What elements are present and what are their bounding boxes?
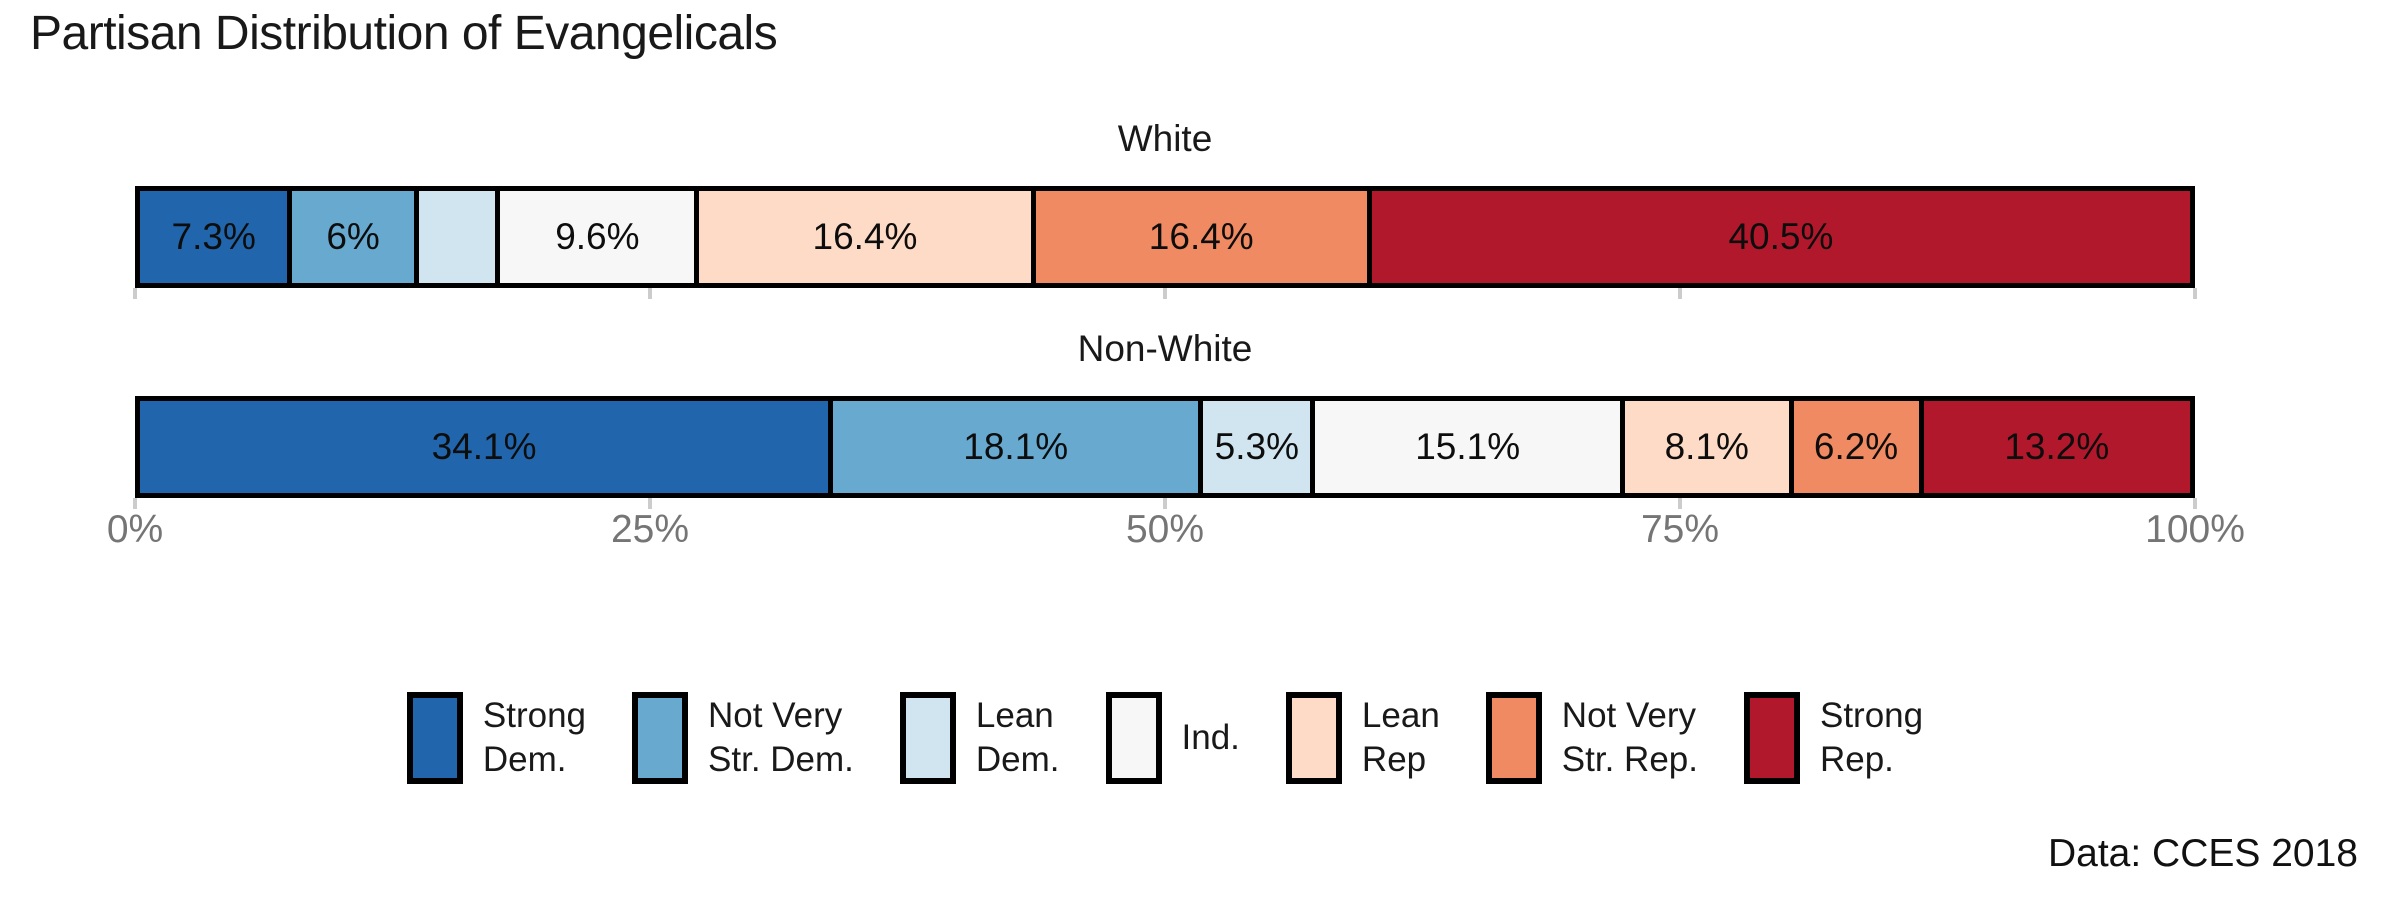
bar-segment-value-label: 7.3% bbox=[171, 216, 256, 257]
legend-item: Strong Dem. bbox=[406, 692, 587, 784]
tick-mark bbox=[1678, 498, 1682, 509]
bar-row-white: White 7.3% 6% 9.6% 16.4% 16.4% 40.5% bbox=[133, 118, 2197, 300]
bar-segment-value-label: 9.6% bbox=[555, 216, 640, 257]
tick-mark bbox=[1678, 288, 1682, 299]
bar-segment-value-label: 40.5% bbox=[1728, 216, 1834, 257]
axis-tick-label: 100% bbox=[2145, 508, 2245, 551]
bar-group-label: Non-White bbox=[1077, 328, 1253, 369]
bar-segment: 16.4% bbox=[699, 186, 1036, 288]
legend-label: Strong Dem. bbox=[482, 696, 587, 779]
legend-swatch bbox=[1105, 692, 1162, 784]
legend-label: Not Very Str. Dem. bbox=[708, 696, 854, 779]
bar-segment-value-label: 18.1% bbox=[963, 426, 1069, 467]
bar-segment: 8.1% bbox=[1625, 396, 1794, 498]
legend-swatch bbox=[632, 692, 689, 784]
legend-item: Ind. bbox=[1105, 692, 1240, 784]
bar-segment-value-label: 16.4% bbox=[812, 216, 918, 257]
tick-mark bbox=[2193, 288, 2197, 299]
legend-label: Lean Dem. bbox=[975, 696, 1060, 779]
tick-mark bbox=[2193, 498, 2197, 509]
legend-item: Not Very Str. Rep. bbox=[1485, 692, 1698, 784]
legend-label: Lean Rep bbox=[1361, 696, 1440, 779]
bar-segment-value-label: 15.1% bbox=[1415, 426, 1521, 467]
bar-segment: 40.5% bbox=[1371, 186, 2195, 288]
stacked-bar: 34.1% 18.1% 5.3% 15.1% 8.1% 6.2% 13.2% bbox=[135, 396, 2195, 498]
tick-mark bbox=[1163, 288, 1167, 299]
bar-segment-value-label: 5.3% bbox=[1214, 426, 1300, 467]
bar-segment: 15.1% bbox=[1315, 396, 1626, 498]
bar-segment: 5.3% bbox=[1203, 396, 1316, 498]
bar-segment-value-label: 8.1% bbox=[1664, 426, 1749, 467]
legend-item: Lean Dem. bbox=[899, 692, 1060, 784]
tick-mark bbox=[648, 498, 652, 509]
tick-mark bbox=[133, 288, 137, 299]
stacked-bar: 7.3% 6% 9.6% 16.4% 16.4% 40.5% bbox=[135, 186, 2195, 288]
legend-item: Not Very Str. Dem. bbox=[632, 692, 854, 784]
bar-segment-value-label: 6.2% bbox=[1813, 426, 1899, 467]
data-source-caption: Data: CCES 2018 bbox=[2047, 832, 2358, 875]
legend-item: Lean Rep bbox=[1285, 692, 1440, 784]
tick-marks bbox=[133, 498, 2197, 510]
bar-segment: 7.3% bbox=[135, 186, 293, 288]
legend-swatch bbox=[1485, 692, 1542, 784]
bar-segment: 9.6% bbox=[500, 186, 700, 288]
legend-swatch bbox=[406, 692, 463, 784]
bar-segment-value-label: 13.2% bbox=[2004, 426, 2110, 467]
tick-mark bbox=[1163, 498, 1167, 509]
bar-segment bbox=[418, 186, 501, 288]
bar-segment: 18.1% bbox=[833, 396, 1204, 498]
bar-segment: 16.4% bbox=[1035, 186, 1372, 288]
legend: Strong Dem. Not Very Str. Dem. Lean Dem. In… bbox=[135, 692, 2195, 784]
bar-segment: 6% bbox=[292, 186, 419, 288]
legend-swatch bbox=[899, 692, 956, 784]
axis-tick-label: 50% bbox=[1125, 508, 1205, 551]
tick-mark bbox=[648, 288, 652, 299]
axis-tick-label: 75% bbox=[1640, 508, 1720, 551]
legend-item: Strong Rep. bbox=[1743, 692, 1924, 784]
bar-segment: 13.2% bbox=[1923, 396, 2195, 498]
axis-tick-label: 25% bbox=[610, 508, 690, 551]
axis-tick-label: 0% bbox=[106, 508, 164, 551]
legend-label: Ind. bbox=[1181, 718, 1240, 757]
chart-title: Partisan Distribution of Evangelicals bbox=[30, 7, 778, 60]
legend-label: Not Very Str. Rep. bbox=[1561, 696, 1698, 779]
legend-swatch bbox=[1285, 692, 1342, 784]
legend-swatch bbox=[1743, 692, 1800, 784]
bar-segment: 6.2% bbox=[1793, 396, 1924, 498]
bar-group-label: White bbox=[1117, 118, 1213, 159]
x-axis: 0% 25% 50% 75% 100% bbox=[107, 508, 2245, 568]
bar-segment-value-label: 6% bbox=[326, 216, 380, 257]
tick-mark bbox=[133, 498, 137, 509]
bar-segment-value-label: 16.4% bbox=[1148, 216, 1254, 257]
tick-marks bbox=[133, 288, 2197, 300]
bar-segment: 34.1% bbox=[135, 396, 834, 498]
bar-segment-value-label: 34.1% bbox=[431, 426, 537, 467]
legend-label: Strong Rep. bbox=[1819, 696, 1924, 779]
bar-row-non-white: Non-White 34.1% 18.1% 5.3% 15.1% 8.1% 6.2% 13.2… bbox=[133, 328, 2197, 510]
